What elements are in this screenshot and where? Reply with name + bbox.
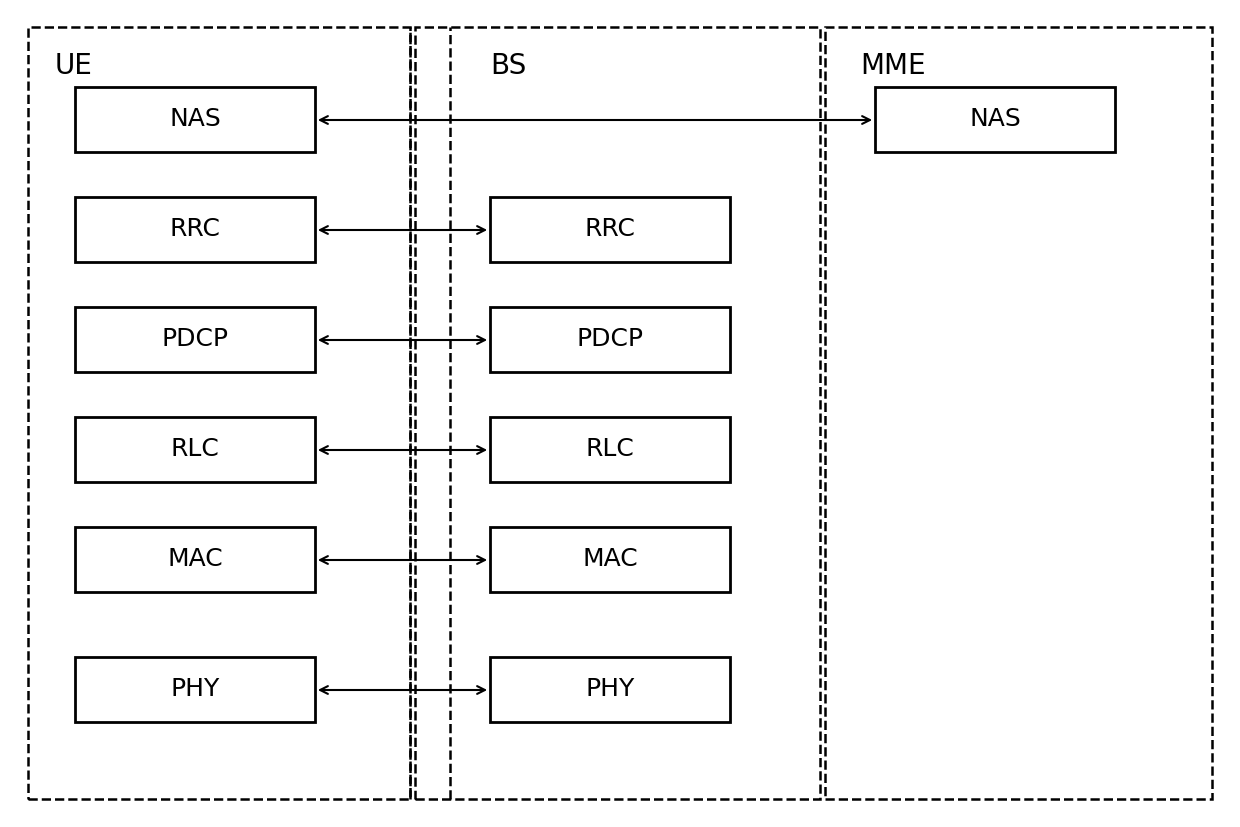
Text: PHY: PHY [585, 677, 635, 701]
Text: NAS: NAS [970, 108, 1021, 131]
Bar [875, 87, 1115, 152]
Text: MME: MME [861, 52, 925, 80]
Text: RRC: RRC [170, 218, 221, 241]
Text: BS: BS [490, 52, 526, 80]
Bar [415, 27, 820, 799]
Bar [74, 527, 315, 592]
Text: PDCP: PDCP [577, 327, 644, 351]
Bar [74, 307, 315, 372]
Text: RLC: RLC [171, 437, 219, 461]
Text: NAS: NAS [169, 108, 221, 131]
Bar [29, 27, 410, 799]
Bar [825, 27, 1211, 799]
Text: UE: UE [55, 52, 93, 80]
Bar [490, 197, 730, 262]
Text: RLC: RLC [585, 437, 635, 461]
Text: PHY: PHY [170, 677, 219, 701]
Text: RRC: RRC [584, 218, 635, 241]
Bar [74, 657, 315, 722]
Text: PDCP: PDCP [161, 327, 228, 351]
Bar [74, 87, 315, 152]
Text: MAC: MAC [583, 547, 637, 571]
Bar [490, 307, 730, 372]
Bar [490, 527, 730, 592]
Bar [74, 417, 315, 482]
Text: MAC: MAC [167, 547, 223, 571]
Bar [490, 417, 730, 482]
Bar [490, 657, 730, 722]
Bar [74, 197, 315, 262]
